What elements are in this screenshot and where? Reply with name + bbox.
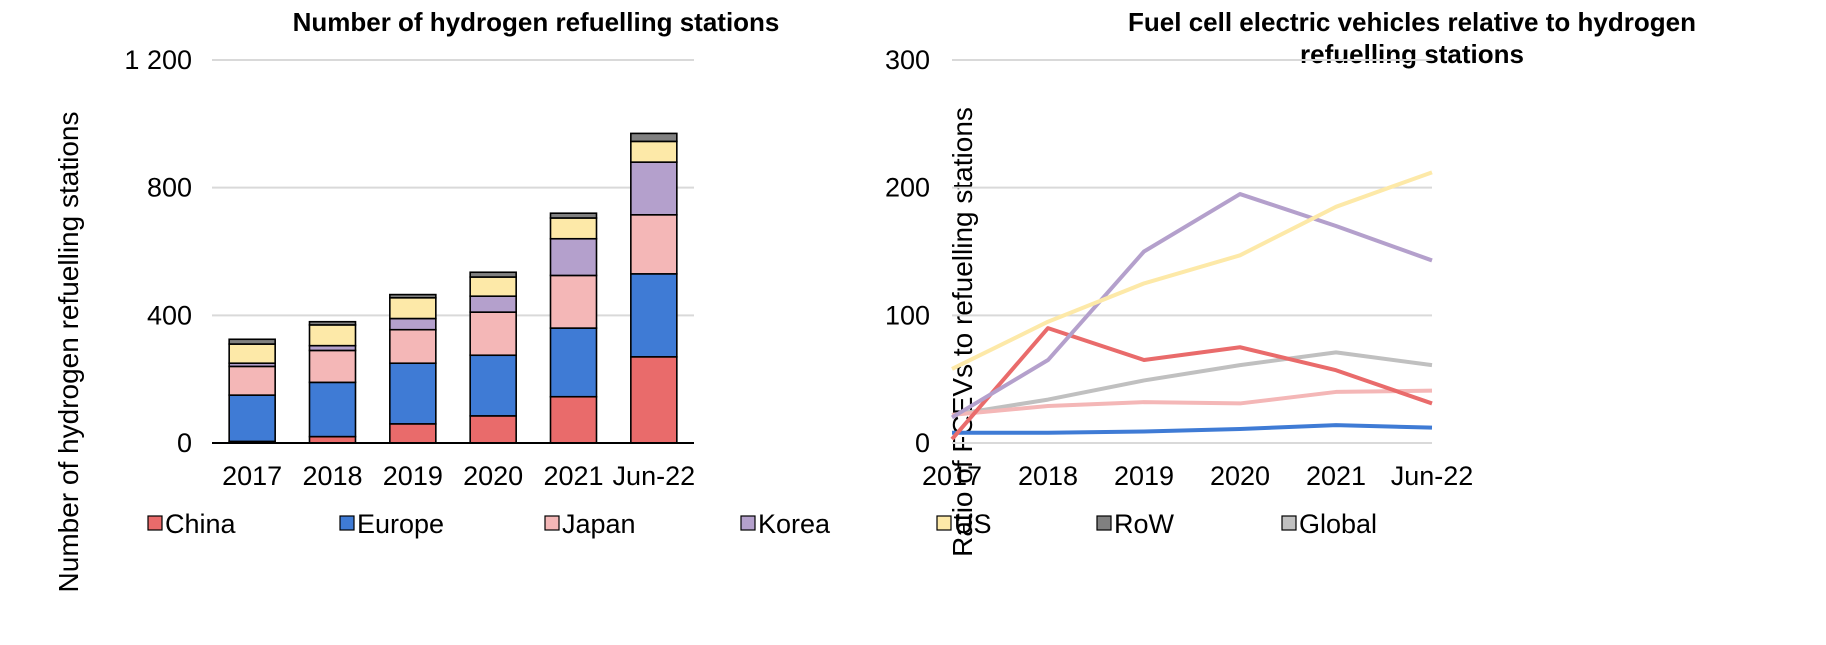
bar-segment-europe	[469, 354, 517, 417]
bar-segment-us	[228, 343, 276, 365]
line-chart-ratio: Fuel cell electric vehicles relative to …	[885, 7, 1696, 557]
bar-ytick-label: 400	[147, 300, 192, 330]
legend-label-korea: Korea	[758, 509, 831, 539]
bar-xtick-label: 2020	[463, 461, 523, 491]
legend: China Europe Japan Korea US RoW Global	[147, 509, 1377, 539]
legend-swatch-china	[147, 515, 163, 531]
line-ytick-label: 300	[885, 45, 930, 75]
bar-xtick-label: 2021	[543, 461, 603, 491]
legend-label-europe: Europe	[357, 509, 444, 539]
legend-label-japan: Japan	[562, 509, 636, 539]
bar-segment-row	[549, 212, 598, 219]
line-ytick-label: 200	[885, 173, 930, 203]
legend-label-china: China	[165, 509, 237, 539]
legend-label-global: Global	[1299, 509, 1377, 539]
bar-segment-china	[389, 423, 437, 444]
bar-chart-stations: Number of hydrogen refuelling stations N…	[53, 7, 779, 592]
legend-swatch-japan	[544, 515, 560, 531]
bar-segment-china	[630, 356, 678, 444]
bar-segment-china	[549, 395, 598, 444]
bar-segment-us	[549, 217, 598, 240]
bar-segment-us	[389, 296, 437, 320]
bar-segment-europe	[549, 327, 598, 398]
bar-segment-europe	[630, 273, 678, 358]
bar-segment-row	[389, 293, 437, 299]
line-series-china	[950, 326, 1433, 441]
line-chart-title-line2: refuelling stations	[1300, 39, 1524, 69]
bar-chart-ylabel: Number of hydrogen refuelling stations	[53, 112, 84, 593]
line-xtick-label: 2017	[922, 461, 982, 491]
line-ytick-label: 0	[915, 428, 930, 458]
bar-segment-europe	[228, 394, 276, 443]
line-xtick-label: 2019	[1114, 461, 1174, 491]
line-xtick-label: 2018	[1018, 461, 1078, 491]
legend-swatch-global	[1281, 515, 1297, 531]
bar-segment-europe	[389, 362, 437, 425]
line-series-us	[951, 170, 1433, 371]
bar-segment-japan	[630, 213, 678, 275]
line-series-europe	[952, 423, 1433, 435]
bar-xtick-label: 2017	[222, 461, 282, 491]
bar-segment-europe	[308, 381, 357, 438]
legend-swatch-us	[936, 515, 952, 531]
bar-ytick-label: 0	[177, 428, 192, 458]
line-xtick-label: 2020	[1210, 461, 1270, 491]
legend-swatch-europe	[339, 515, 355, 531]
legend-swatch-row	[1096, 515, 1112, 531]
line-series-korea	[950, 192, 1433, 420]
bar-segment-japan	[308, 349, 357, 384]
bar-segment-us	[630, 140, 678, 163]
line-chart-title-line1: Fuel cell electric vehicles relative to …	[1128, 7, 1696, 37]
legend-label-row: RoW	[1114, 509, 1175, 539]
bar-segment-row	[228, 338, 276, 345]
line-series-global	[951, 350, 1433, 417]
bar-segment-japan	[228, 365, 276, 396]
bar-segment-row	[469, 271, 517, 278]
bar-segment-korea	[469, 295, 517, 313]
bar-xtick-label: 2018	[302, 461, 362, 491]
legend-swatch-korea	[740, 515, 756, 531]
line-xtick-label: Jun-22	[1391, 461, 1474, 491]
line-xtick-label: 2021	[1306, 461, 1366, 491]
bar-ytick-label: 1 200	[124, 45, 192, 75]
bar-segment-row	[630, 132, 678, 143]
line-chart-ylabel: Ratio of FCEVs to refuelling stations	[947, 107, 978, 557]
legend-label-us: US	[954, 509, 992, 539]
bar-chart-title: Number of hydrogen refuelling stations	[293, 7, 780, 37]
bar-segment-us	[308, 324, 357, 347]
bar-segment-japan	[389, 328, 437, 365]
line-ytick-label: 100	[885, 300, 930, 330]
bar-xtick-label: 2019	[383, 461, 443, 491]
bar-segment-korea	[389, 317, 437, 331]
bar-segment-japan	[549, 274, 598, 329]
bar-segment-japan	[469, 311, 517, 357]
bar-segment-row	[308, 320, 357, 326]
bar-ytick-label: 800	[147, 173, 192, 203]
line-series-japan	[951, 388, 1433, 417]
bar-segment-china	[469, 415, 517, 444]
bar-segment-korea	[630, 161, 678, 216]
bar-segment-us	[469, 276, 517, 297]
bar-segment-korea	[549, 237, 598, 277]
bar-xtick-label: Jun-22	[613, 461, 696, 491]
